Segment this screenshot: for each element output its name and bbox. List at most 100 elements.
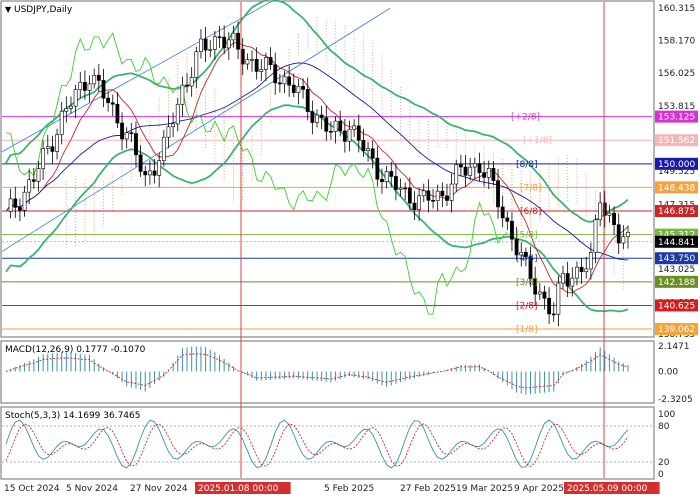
candle-body [254,58,259,72]
candle-body [236,32,240,50]
murrey-label: [3/8] [516,278,538,288]
candle-body [101,80,106,99]
date-label-highlight: 2025.05.09 00:00 [567,484,648,494]
price-level-tag-label: 142.188 [658,278,695,288]
candle-body [305,89,310,112]
candle-body [124,132,129,140]
candle-body [110,102,115,105]
candle-body [551,313,556,316]
candle-body [96,74,101,81]
candle-body [268,57,273,65]
candle-body [147,170,152,176]
candle-body [301,86,305,90]
candle-body [482,172,487,178]
candle-body [440,190,445,197]
murrey-label: [4/8] [516,254,538,264]
candle-body [602,202,607,216]
candle-body [64,108,69,112]
price-tick-label: 153.815 [658,102,695,112]
date-label: 5 Feb 2025 [324,484,374,494]
candle-body [575,266,579,279]
murrey-label: [1/8] [516,325,538,335]
candle-body [18,207,22,211]
candle-body [491,168,496,181]
date-label: 5 Nov 2024 [66,484,118,494]
candle-body [389,171,394,177]
candle-body [31,179,36,182]
candle-body [458,164,463,168]
candle-body [593,219,598,253]
price-tick-label: 149.525 [658,167,695,177]
candle-body [189,77,194,87]
price-level-tag-label: 150.000 [658,160,695,170]
candle-body [324,117,329,132]
candle-body [134,133,138,156]
price-level-tag [655,157,698,170]
candle-body [417,195,422,211]
candle-body [612,212,616,225]
candle-body [157,160,162,176]
price-level-tag-label: 139.062 [658,325,695,335]
candle-body [106,97,111,104]
candle-body [500,206,505,219]
candle-body [115,103,120,124]
candle-body [431,199,435,202]
candle-body [570,277,575,287]
candle-body [171,123,176,128]
murrey-label: [8/8] [516,160,538,170]
price-level-tag-label: 146.875 [658,207,695,217]
candle-body [199,38,203,52]
candle-body [185,84,189,87]
candle-body [398,187,403,190]
candle-body [449,183,454,201]
kijun-sen-line [5,62,629,261]
candle-body [338,120,343,132]
candle-body [138,154,143,172]
price-level-tag-label: 151.562 [658,136,695,146]
candle-body [356,125,361,141]
price-level-tag [655,275,698,288]
candle-body [8,198,13,212]
candle-body [59,110,64,135]
candle-body [366,148,370,152]
candle-body [342,130,347,142]
candle-body [22,191,27,211]
murrey-label: [7/8] [520,183,542,193]
candle-body [194,51,199,78]
candle-body [426,190,431,201]
candle-body [161,136,166,161]
candle-body [486,168,491,178]
macd-histogram [5,346,629,395]
price-level-tag-label: 140.625 [658,301,695,311]
candle-body [556,282,561,315]
candle-body [217,36,222,39]
candle-body [264,57,268,70]
murrey-label: [6/8] [520,207,542,217]
candle-body [175,104,180,125]
candle-body [36,168,41,182]
candle-body [250,58,254,61]
candle-body [598,202,603,221]
price-tick-label: 160.315 [658,4,695,14]
price-level-tag [655,252,698,265]
candle-body [523,251,528,257]
candle-body [421,190,426,197]
murrey-label: [+2/8] [511,113,540,123]
candle-body [403,187,408,190]
stochastic-lines [2,419,652,469]
date-axis: 15 Oct 2024 5 Nov 2024 27 Nov 2024 2025.01.… [4,482,660,494]
candle-body [588,252,593,270]
candle-body [616,224,621,244]
candle-body [537,291,542,295]
candle-body [333,120,338,132]
candle-body [412,202,417,211]
trend-lines [1,0,391,252]
stoch-panel-frame [0,406,655,480]
candle-body [514,238,519,256]
candle-body [394,176,398,190]
candle-body [92,74,97,85]
price-level-tag [655,134,698,147]
candle-body [69,105,73,109]
price-level-tag [655,181,698,194]
